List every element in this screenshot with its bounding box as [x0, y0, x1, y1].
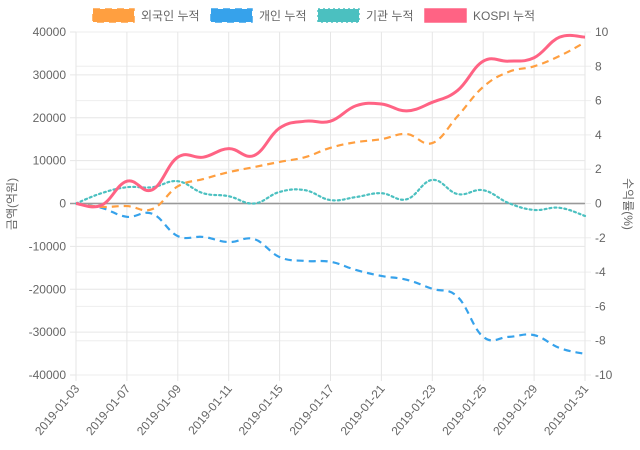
x-tick-label: 2019-01-03 — [32, 382, 82, 438]
x-tick-label: 2019-01-31 — [541, 382, 591, 438]
y2-tick-label: -10 — [595, 368, 613, 382]
y-tick-label: -40000 — [29, 368, 67, 382]
y-tick-label: 0 — [59, 197, 66, 211]
y2-tick-label: -4 — [595, 265, 606, 279]
legend-swatch — [317, 8, 360, 23]
y2-tick-label: -8 — [595, 334, 606, 348]
y2-tick-label: -2 — [595, 231, 606, 245]
y-tick-label: 20000 — [33, 111, 67, 125]
x-tick-label: 2019-01-25 — [439, 382, 489, 438]
legend-label: 외국인 누적 — [141, 9, 200, 23]
series-lines — [74, 33, 587, 356]
y2-tick-label: 2 — [595, 162, 602, 176]
series-line-3 — [75, 33, 586, 209]
legend-swatch — [92, 8, 135, 23]
x-tick-label: 2019-01-09 — [134, 382, 184, 438]
legend-label: 기관 누적 — [366, 9, 414, 23]
y2-tick-label: 6 — [595, 94, 602, 108]
legend-label: 개인 누적 — [259, 9, 307, 23]
x-tick-label: 2019-01-07 — [83, 382, 133, 438]
legend: 외국인 누적 개인 누적 기관 누적 KOSPI 누적 — [92, 8, 535, 23]
y-tick-label: 10000 — [33, 154, 67, 168]
y-tick-label: 40000 — [33, 25, 67, 39]
legend-swatch — [210, 8, 253, 23]
grid — [70, 31, 591, 381]
y2-tick-label: 4 — [595, 128, 602, 142]
series-line-0 — [75, 41, 586, 212]
right-axis-ticks: 10 8 6 4 2 0 -2 -4 -6 -8 -10 — [595, 25, 613, 382]
y2-tick-label: 0 — [595, 197, 602, 211]
y2-tick-label: 10 — [595, 25, 609, 39]
right-axis-label: 수익률(%) — [621, 178, 635, 230]
x-tick-label: 2019-01-29 — [490, 382, 540, 438]
y-tick-label: -30000 — [29, 325, 67, 339]
legend-label: KOSPI 누적 — [473, 9, 535, 23]
y-tick-label: 30000 — [33, 68, 67, 82]
series-line-2 — [74, 178, 587, 218]
y2-tick-label: 8 — [595, 59, 602, 73]
x-tick-label: 2019-01-11 — [185, 382, 235, 438]
legend-swatch — [424, 8, 467, 23]
left-axis-ticks: 40000 30000 20000 10000 0 -10000 -20000 -30000 -… — [29, 25, 67, 382]
x-tick-label: 2019-01-15 — [236, 382, 286, 438]
x-tick-label: 2019-01-21 — [338, 382, 388, 438]
y-tick-label: -20000 — [29, 282, 67, 296]
y-tick-label: -10000 — [29, 239, 67, 253]
y2-tick-label: -6 — [595, 299, 606, 313]
x-tick-label: 2019-01-17 — [287, 382, 337, 438]
series-line-1 — [75, 202, 586, 356]
left-axis-label: 금액(억원) — [5, 178, 19, 230]
x-tick-label: 2019-01-23 — [388, 382, 438, 438]
x-axis-ticks: 2019-01-03 2019-01-07 2019-01-09 2019-01-11… — [32, 382, 591, 438]
